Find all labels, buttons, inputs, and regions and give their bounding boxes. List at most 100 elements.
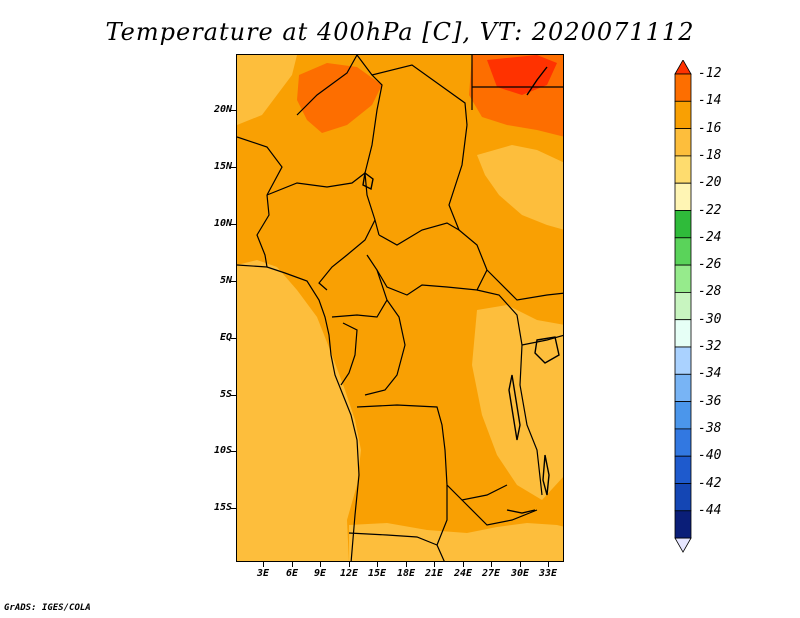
border-cameroon-congo <box>331 254 388 318</box>
lon-tick <box>263 562 264 567</box>
colorbar-label: -14 <box>698 93 722 109</box>
lat-label-5s: 5S <box>219 389 232 400</box>
colorbar-swatch <box>674 483 692 512</box>
border-drc-congo <box>364 299 406 396</box>
colorbar-label: -26 <box>698 257 722 273</box>
colorbar-label: -18 <box>698 147 722 163</box>
lon-label-18e: 18E <box>396 568 416 579</box>
lon-label-6e: 6E <box>285 568 299 579</box>
lat-tick <box>231 451 236 452</box>
lon-label-27e: 27E <box>481 568 501 579</box>
lake-chad <box>362 171 374 191</box>
lat-tick <box>231 224 236 225</box>
colorbar-swatch <box>674 73 692 102</box>
colorbar-label: -40 <box>698 448 722 464</box>
lakes <box>362 66 560 514</box>
colorbar-label: -20 <box>698 175 722 191</box>
lat-label-10n: 10N <box>213 218 232 229</box>
border-mali-niger <box>237 136 283 196</box>
colorbar-label: -24 <box>698 229 722 245</box>
colorbar-label: -34 <box>698 366 722 382</box>
field-minus14-north-region <box>297 63 382 133</box>
border-niger-chad <box>356 55 383 236</box>
lat-tick <box>231 395 236 396</box>
lon-label-33e: 33E <box>538 568 558 579</box>
colorbar-swatch <box>674 401 692 430</box>
footer-credit: GrADS: IGES/COLA <box>4 603 91 613</box>
field-minus18-ocean-region <box>237 260 361 561</box>
lake-kariba <box>506 509 536 514</box>
lon-tick <box>406 562 407 567</box>
lon-tick <box>548 562 549 567</box>
lon-label-21e: 21E <box>424 568 444 579</box>
lon-label-9e: 9E <box>313 568 327 579</box>
border-drc-east <box>476 289 543 496</box>
colorbar-label: -28 <box>698 284 722 300</box>
border-nigeria-north <box>266 172 366 196</box>
colorbar-swatch <box>674 455 692 484</box>
lon-tick <box>434 562 435 567</box>
field-minus18-ne-region <box>477 145 563 230</box>
border-west-africa <box>256 194 270 268</box>
colorbar-label: -44 <box>698 502 722 518</box>
lon-label-15e: 15E <box>367 568 387 579</box>
colorbar-swatch <box>674 210 692 239</box>
colorbar-swatch <box>674 128 692 157</box>
colorbar-swatch <box>674 237 692 266</box>
field-minus18-north-strip <box>237 55 297 125</box>
colorbar-swatch <box>674 319 692 348</box>
colorbar-swatch <box>674 510 692 539</box>
colorbar-label: -22 <box>698 202 722 218</box>
colorbar <box>674 60 692 553</box>
lat-label-eq: EQ <box>219 332 232 343</box>
field-minus18-south-region <box>349 523 563 561</box>
colorbar-label: -42 <box>698 475 722 491</box>
map-title: Temperature at 400hPa [C], VT: 202007111… <box>105 18 695 46</box>
field-minus12-region <box>487 55 557 95</box>
colorbar-swatch <box>674 346 692 375</box>
lake-tanganyika <box>508 374 521 441</box>
border-car-north <box>378 222 460 246</box>
lon-tick <box>463 562 464 567</box>
lon-label-24e: 24E <box>453 568 473 579</box>
lon-label-30e: 30E <box>510 568 530 579</box>
border-namibia-angola <box>348 532 438 546</box>
colorbar-label: -36 <box>698 393 722 409</box>
lat-label-10s: 10S <box>213 445 232 456</box>
border-uganda-kenya <box>521 334 563 346</box>
colorbar-label: -16 <box>698 120 722 136</box>
colorbar-swatch <box>674 264 692 293</box>
lon-tick <box>320 562 321 567</box>
lake-malawi <box>542 454 550 496</box>
colorbar-label: -30 <box>698 311 722 327</box>
colorbar-label: -38 <box>698 420 722 436</box>
lat-tick <box>231 281 236 282</box>
colorbar-swatch <box>674 373 692 402</box>
border-niger-algeria <box>296 55 358 116</box>
border-sudan-south <box>486 269 563 301</box>
lat-label-5n: 5N <box>219 275 232 286</box>
border-angola-zambia <box>436 485 448 561</box>
lat-tick <box>231 167 236 168</box>
lon-tick <box>491 562 492 567</box>
lake-victoria <box>534 336 560 364</box>
border-gabon-coast <box>340 322 358 386</box>
lat-label-15n: 15N <box>213 161 232 172</box>
border-zambia-south <box>461 499 538 526</box>
field-minus18-se-region <box>472 305 563 500</box>
lat-tick <box>231 110 236 111</box>
country-borders <box>237 55 563 561</box>
colorbar-bottom-arrow <box>674 537 692 553</box>
lat-label-20n: 20N <box>213 104 232 115</box>
lon-label-3e: 3E <box>256 568 270 579</box>
coastline-west <box>237 264 360 561</box>
border-chad-sudan <box>448 124 488 271</box>
colorbar-label: -32 <box>698 339 722 354</box>
lat-tick <box>231 338 236 339</box>
border-nigeria-cameroon <box>318 219 376 291</box>
temperature-field-map <box>237 55 563 561</box>
colorbar-label: -12 <box>698 66 722 81</box>
colorbar-swatch <box>674 100 692 129</box>
lat-label-15s: 15S <box>213 502 232 513</box>
lon-label-12e: 12E <box>339 568 359 579</box>
